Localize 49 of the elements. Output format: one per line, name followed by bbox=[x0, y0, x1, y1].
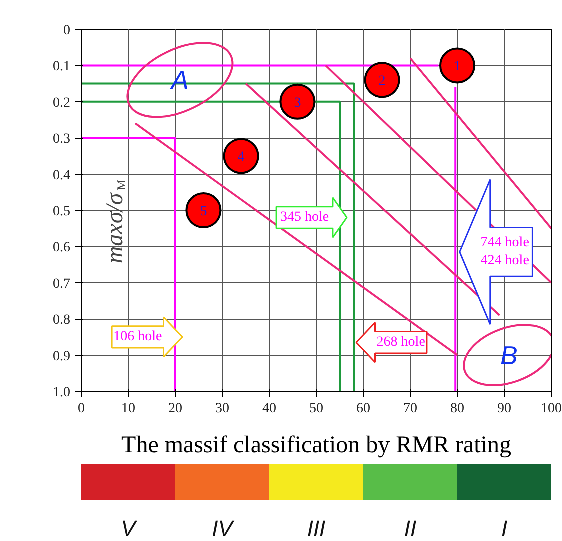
bar bbox=[458, 464, 552, 500]
point bbox=[364, 62, 400, 98]
series-label: V bbox=[121, 516, 138, 541]
annotation: 3 bbox=[294, 96, 302, 111]
y-tick-label: 0.5 bbox=[53, 204, 70, 220]
annotation: 268 hole bbox=[376, 335, 426, 350]
series-label: II bbox=[404, 516, 417, 541]
y-tick-label: 0.1 bbox=[53, 60, 70, 75]
x-tick-label: 0 bbox=[78, 402, 85, 416]
point bbox=[280, 84, 316, 120]
y-tick-label: 0.7 bbox=[53, 276, 70, 292]
bar bbox=[270, 464, 364, 500]
series-label: III bbox=[307, 516, 326, 541]
bar bbox=[82, 464, 176, 500]
annotation: 2 bbox=[378, 74, 386, 90]
series-label: IV bbox=[212, 516, 236, 541]
point bbox=[186, 192, 222, 228]
x-tick-label: 60 bbox=[356, 402, 370, 416]
x-tick-label: 40 bbox=[262, 402, 276, 416]
y-tick-label: 0 bbox=[64, 24, 70, 38]
annotation: 5 bbox=[200, 204, 208, 220]
chart-title: The massif classification by RMR rating bbox=[122, 432, 512, 458]
point bbox=[223, 138, 260, 174]
annotation: 1 bbox=[454, 60, 461, 75]
y-tick-label: 0.3 bbox=[53, 132, 70, 148]
y-tick-label: 0.2 bbox=[53, 96, 70, 111]
series-label: I bbox=[501, 516, 508, 541]
annotation: 424 hole bbox=[480, 254, 530, 269]
bar bbox=[176, 464, 270, 500]
bar bbox=[364, 464, 458, 500]
y-tick-label: 0.9 bbox=[53, 349, 70, 364]
x-tick-label: 30 bbox=[216, 402, 230, 416]
annotation: 4 bbox=[238, 150, 245, 166]
annotation: 106 hole bbox=[114, 330, 162, 345]
annotation: 345 hole bbox=[280, 210, 330, 226]
x-tick-label: 100 bbox=[541, 402, 562, 416]
point bbox=[440, 48, 476, 84]
x-tick-label: 10 bbox=[122, 402, 136, 416]
annotation: 744 hole bbox=[480, 236, 530, 251]
y-tick-label: 0.4 bbox=[53, 168, 70, 184]
y-tick-label: 0.8 bbox=[53, 313, 70, 328]
y-tick-label: 1.0 bbox=[53, 386, 70, 400]
x-tick-label: 20 bbox=[168, 402, 182, 416]
x-tick-label: 80 bbox=[450, 402, 464, 416]
x-tick-label: 90 bbox=[498, 402, 512, 416]
y-tick-label: 0.6 bbox=[53, 240, 70, 256]
y-axis-title: maxσ/σM bbox=[102, 180, 128, 264]
x-tick-label: 70 bbox=[404, 402, 418, 416]
x-tick-label: 50 bbox=[310, 402, 324, 416]
